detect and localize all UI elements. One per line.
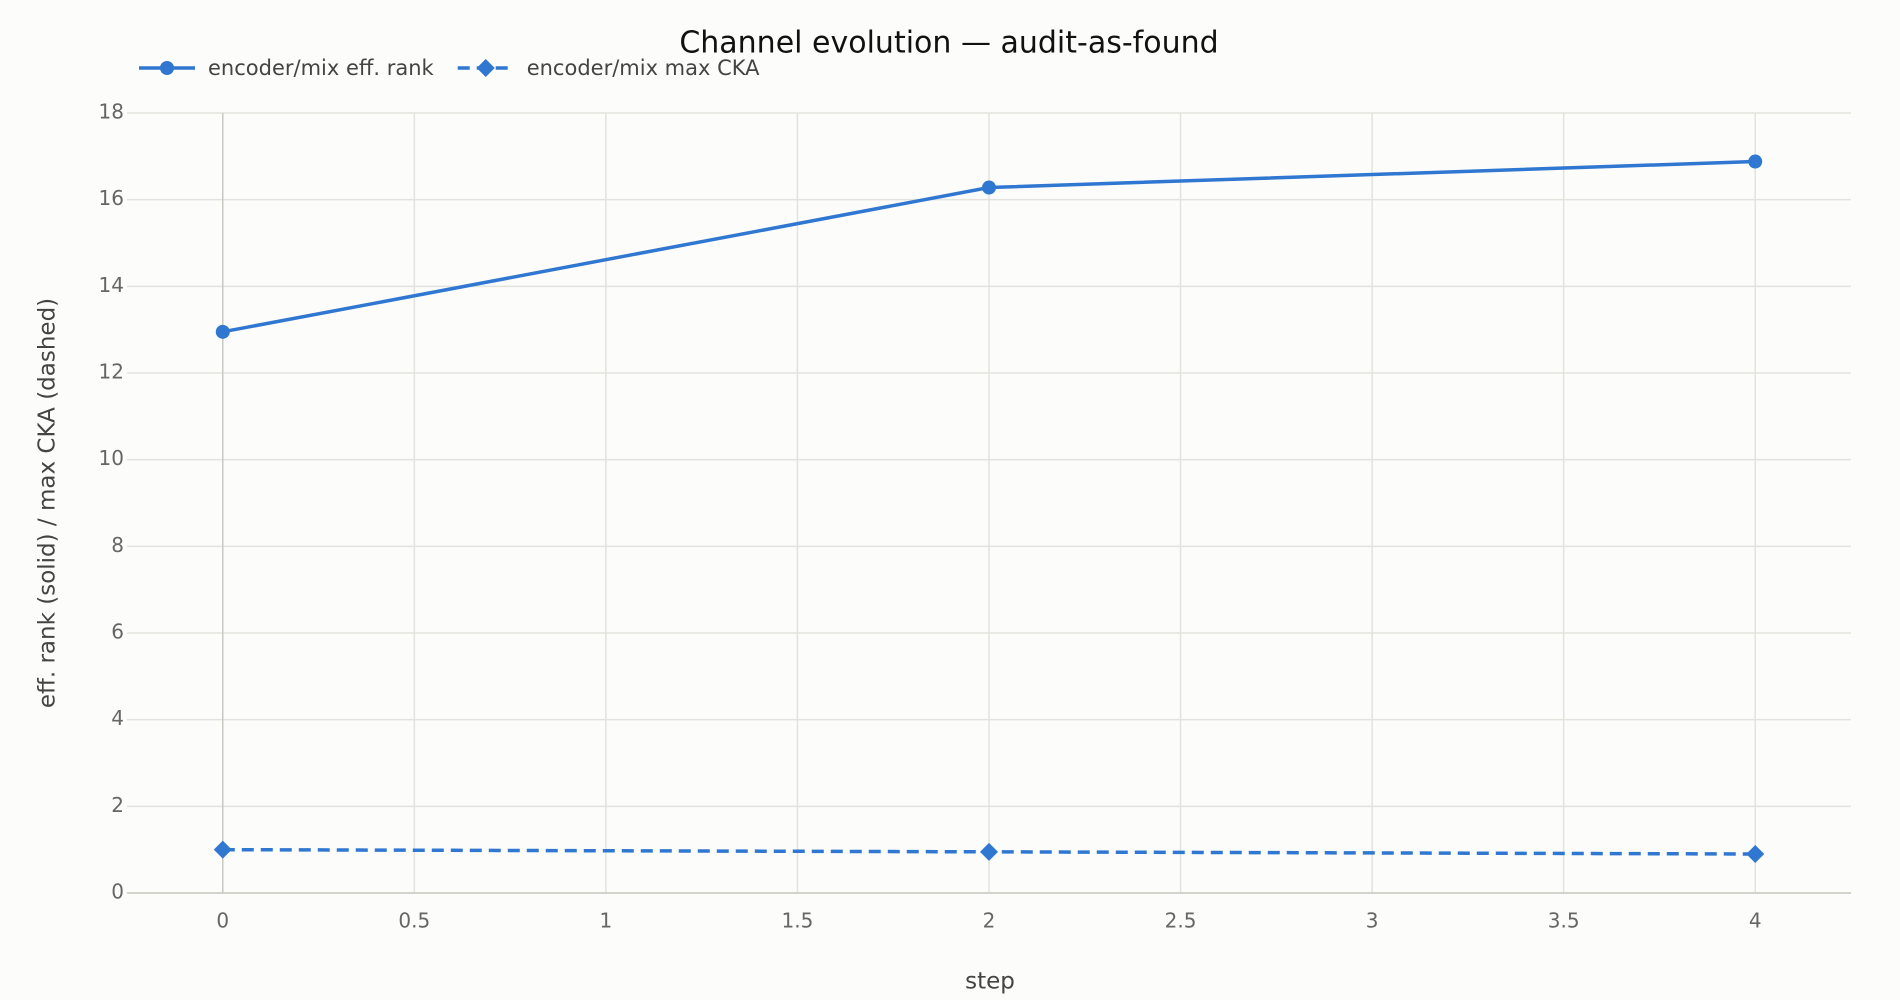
marker bbox=[980, 842, 998, 861]
marker bbox=[215, 324, 230, 339]
y-tick-label: 14 bbox=[99, 273, 124, 297]
y-tick-label: 4 bbox=[111, 706, 124, 730]
y-tick-label: 18 bbox=[99, 100, 124, 124]
legend-marker bbox=[476, 59, 495, 77]
marker bbox=[1748, 154, 1763, 169]
marker bbox=[1746, 845, 1765, 863]
y-tick-label: 0 bbox=[111, 880, 124, 904]
x-tick-label: 0.5 bbox=[398, 909, 430, 933]
x-tick-label: 1.5 bbox=[782, 909, 814, 933]
marker bbox=[213, 840, 232, 859]
y-tick-label: 16 bbox=[99, 186, 124, 210]
x-tick-label: 3 bbox=[1366, 909, 1379, 933]
legend-label: encoder/mix max CKA bbox=[527, 56, 760, 80]
y-tick-label: 6 bbox=[111, 620, 124, 644]
marker bbox=[982, 180, 996, 195]
legend-marker bbox=[160, 61, 174, 75]
x-tick-label: 4 bbox=[1749, 909, 1762, 933]
y-axis-title: eff. rank (solid) / max CKA (dashed) bbox=[35, 298, 61, 708]
y-tick-label: 12 bbox=[99, 360, 124, 384]
x-axis-title: step bbox=[965, 969, 1015, 995]
x-tick-label: 3.5 bbox=[1548, 909, 1580, 933]
y-tick-label: 10 bbox=[99, 446, 124, 470]
y-tick-label: 2 bbox=[111, 793, 124, 817]
x-tick-label: 2.5 bbox=[1165, 909, 1197, 933]
x-tick-label: 1 bbox=[600, 909, 613, 933]
chart-title: Channel evolution — audit-as-found bbox=[679, 26, 1218, 61]
x-tick-label: 2 bbox=[983, 909, 996, 933]
y-tick-label: 8 bbox=[111, 533, 124, 557]
legend-label: encoder/mix eff. rank bbox=[208, 56, 435, 80]
x-tick-label: 0 bbox=[216, 909, 229, 933]
